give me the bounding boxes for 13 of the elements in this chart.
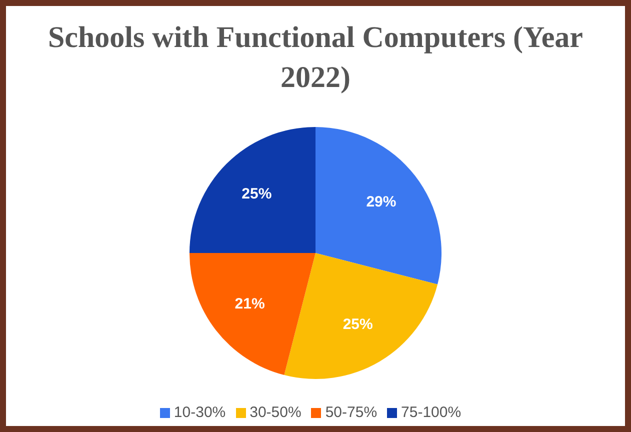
pie-slice	[190, 127, 316, 253]
data-label: 21%	[234, 295, 265, 312]
chart-title: Schools with Functional Computers (Year 2022)	[46, 20, 584, 96]
legend-label: 30-50%	[250, 404, 302, 421]
data-label: 25%	[342, 316, 373, 334]
pie-slice	[316, 127, 442, 284]
legend-label: 50-75%	[325, 404, 378, 421]
legend-label: 75-100%	[401, 404, 462, 421]
data-label: 29%	[366, 194, 396, 211]
pie-slice	[190, 253, 316, 376]
pie-slice	[284, 253, 438, 379]
legend-label: 10-30%	[174, 404, 226, 421]
data-label: 25%	[242, 186, 272, 203]
